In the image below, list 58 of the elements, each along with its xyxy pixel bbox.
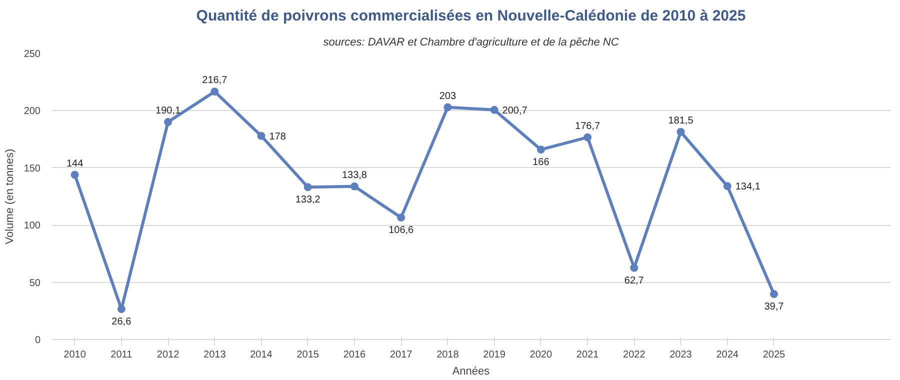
chart-title: Quantité de poivrons commercialisées en Nouvelle-Calédonie de 2010 à 2025	[196, 8, 746, 24]
data-label: 181,5	[668, 115, 694, 126]
data-label: 203	[439, 90, 456, 102]
x-axis-title: Années	[452, 366, 490, 378]
point	[490, 106, 498, 114]
point	[257, 132, 266, 140]
point	[210, 88, 219, 96]
x-tick-label: 2011	[110, 350, 133, 360]
point	[584, 133, 592, 142]
data-label: 133,8	[342, 170, 368, 181]
data-label: 134,1	[735, 182, 761, 193]
point	[117, 305, 126, 314]
y-tick-label: 150	[24, 163, 41, 174]
data-label: 190,1	[156, 106, 181, 117]
x-tick-label: 2013	[204, 350, 226, 360]
y-axis-title: Volume (en tonnes)	[4, 148, 16, 244]
y-tick-label: 0	[34, 335, 41, 346]
data-label: 176,7	[575, 120, 600, 132]
point	[723, 182, 732, 190]
data-label: 62,7	[624, 275, 644, 286]
data-label: 200,7	[502, 105, 528, 116]
x-tick-label: 2021	[576, 350, 600, 360]
data-label: 216,7	[202, 75, 228, 86]
y-tick-label: 100	[24, 220, 41, 232]
x-tick-label: 2010	[64, 350, 86, 360]
data-label: 26,6	[112, 316, 132, 328]
x-tick-label: 2012	[156, 350, 180, 360]
x-tick-label: 2018	[436, 350, 460, 360]
data-label: 178	[269, 131, 286, 142]
y-tick-label: 250	[24, 49, 41, 60]
x-tick-label: 2019	[483, 350, 506, 360]
x-tick-label: 2022	[623, 350, 646, 360]
data-label: 133,2	[295, 194, 321, 206]
chart-subtitle: sources: DAVAR et Chambre d'agriculture et de la pêche NC	[323, 36, 619, 48]
point	[536, 146, 545, 154]
point	[630, 264, 638, 272]
point	[676, 128, 685, 136]
point	[350, 182, 358, 190]
data-label: 166	[532, 157, 550, 168]
x-tick-label: 2015	[296, 350, 320, 360]
point	[304, 183, 312, 192]
y-tick-label: 200	[24, 106, 41, 118]
x-tick-label: 2025	[762, 350, 786, 360]
x-tick-label: 2020	[530, 350, 552, 360]
data-label: 106,6	[388, 225, 414, 236]
point	[444, 103, 452, 112]
data-label: 144	[66, 158, 84, 170]
point	[164, 118, 172, 126]
point	[397, 214, 406, 222]
point	[70, 170, 79, 179]
data-label: 39,7	[764, 302, 784, 313]
x-tick-label: 2023	[670, 350, 692, 360]
point	[770, 290, 778, 298]
y-tick-label: 50	[29, 278, 41, 289]
x-tick-label: 2024	[716, 350, 739, 360]
x-tick-label: 2016	[343, 350, 366, 360]
x-tick-label: 2014	[250, 350, 273, 360]
x-tick-label: 2017	[390, 350, 413, 360]
